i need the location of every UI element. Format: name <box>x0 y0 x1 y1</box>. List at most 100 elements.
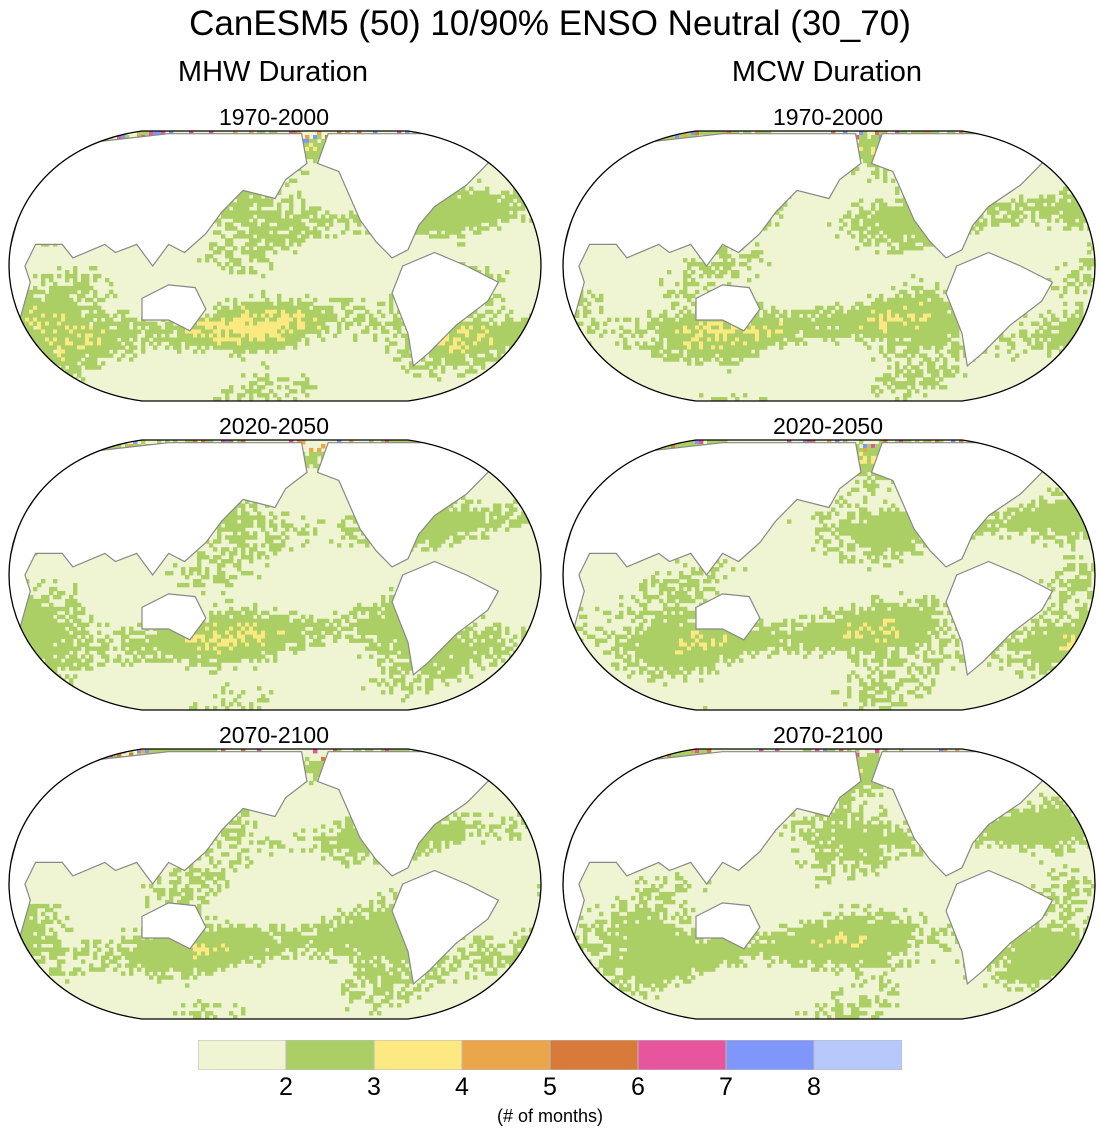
grid-cell <box>61 325 66 330</box>
grid-cell <box>53 341 58 346</box>
grid-cell <box>461 511 466 516</box>
grid-cell <box>89 305 94 311</box>
grid-cell <box>49 345 54 350</box>
grid-cell <box>269 309 274 315</box>
grid-cell <box>113 131 118 136</box>
grid-cell <box>49 138 54 144</box>
grid-cell <box>513 190 518 195</box>
grid-cell <box>265 226 270 231</box>
grid-cell <box>21 507 26 512</box>
grid-cell <box>25 471 30 477</box>
grid-cell <box>321 305 326 311</box>
grid-cell <box>457 345 462 350</box>
grid-cell <box>517 206 522 211</box>
grid-cell <box>217 321 222 326</box>
grid-cell <box>533 321 538 326</box>
grid-cell <box>65 345 70 350</box>
grid-cell <box>29 313 34 318</box>
grid-cell <box>13 515 18 520</box>
grid-cell <box>45 459 50 465</box>
grid-cell <box>301 313 306 318</box>
grid-cell <box>433 214 438 219</box>
grid-cell <box>521 459 526 465</box>
grid-cell <box>105 337 110 342</box>
grid-cell <box>497 519 502 524</box>
grid-cell <box>449 214 454 219</box>
grid-cell <box>13 146 18 152</box>
grid-cell <box>481 325 486 330</box>
grid-cell <box>249 519 254 524</box>
grid-cell <box>505 317 510 322</box>
grid-cell <box>85 281 90 287</box>
grid-cell <box>493 146 498 152</box>
grid-cell <box>77 293 82 299</box>
grid-cell <box>73 321 78 326</box>
grid-cell <box>101 321 106 326</box>
grid-cell <box>281 198 286 203</box>
grid-cell <box>97 317 102 322</box>
grid-cell <box>233 301 238 307</box>
grid-cell <box>249 202 254 207</box>
grid-cell <box>449 210 454 215</box>
grid-cell <box>441 218 446 223</box>
grid-cell <box>109 353 114 358</box>
grid-cell <box>405 349 410 354</box>
grid-cell <box>293 527 298 532</box>
grid-cell <box>365 329 370 334</box>
grid-cell <box>425 361 430 366</box>
grid-cell <box>277 329 282 334</box>
grid-cell <box>257 393 262 398</box>
grid-cell <box>265 238 270 243</box>
grid-cell <box>433 357 438 362</box>
grid-cell <box>469 345 474 350</box>
grid-cell <box>261 305 266 311</box>
grid-cell <box>37 321 42 326</box>
grid-cell <box>289 329 294 334</box>
grid-cell <box>77 135 82 140</box>
grid-cell <box>53 289 58 295</box>
grid-cell <box>289 341 294 346</box>
grid-cell <box>77 357 82 362</box>
grid-cell <box>401 365 406 370</box>
grid-cell <box>321 138 326 144</box>
grid-cell <box>393 357 398 362</box>
grid-cell <box>29 150 34 156</box>
grid-cell <box>537 146 541 152</box>
grid-cell <box>325 313 330 318</box>
grid-cell <box>49 321 54 326</box>
grid-cell <box>497 345 502 350</box>
grid-cell <box>193 325 198 330</box>
grid-cell <box>249 397 254 401</box>
grid-cell <box>257 321 262 326</box>
grid-cell <box>453 341 458 346</box>
grid-cell <box>429 373 434 378</box>
grid-cell <box>461 519 466 524</box>
grid-cell <box>205 254 210 259</box>
grid-cell <box>473 329 478 334</box>
grid-cell <box>129 317 134 322</box>
grid-cell <box>217 313 222 318</box>
grid-cell <box>317 313 322 318</box>
grid-cell <box>225 206 230 211</box>
grid-cell <box>473 455 478 461</box>
grid-cell <box>77 353 82 358</box>
grid-cell <box>289 218 294 223</box>
grid-cell <box>505 210 510 215</box>
grid-cell <box>93 345 98 350</box>
grid-cell <box>185 329 190 334</box>
grid-cell <box>253 389 258 394</box>
grid-cell <box>481 507 486 512</box>
grid-cell <box>249 321 254 326</box>
grid-cell <box>449 202 454 207</box>
grid-cell <box>493 345 498 350</box>
grid-cell <box>205 337 210 342</box>
grid-cell <box>489 198 494 203</box>
grid-cell <box>269 246 274 251</box>
grid-cell <box>253 515 258 520</box>
grid-cell <box>241 527 246 532</box>
grid-cell <box>221 337 226 342</box>
grid-cell <box>465 519 470 524</box>
grid-cell <box>257 341 262 346</box>
grid-cell <box>53 447 58 453</box>
grid-cell <box>69 301 74 307</box>
